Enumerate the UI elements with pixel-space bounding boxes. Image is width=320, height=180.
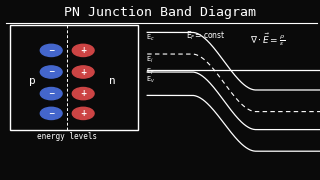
Text: −: − bbox=[48, 89, 54, 98]
Circle shape bbox=[40, 107, 62, 120]
Text: E$_c$: E$_c$ bbox=[146, 33, 155, 43]
Text: p: p bbox=[28, 76, 36, 86]
Bar bbox=[10, 25, 138, 130]
Text: +: + bbox=[80, 68, 86, 76]
Circle shape bbox=[72, 87, 94, 100]
Text: −: − bbox=[48, 46, 54, 55]
Text: +: + bbox=[80, 109, 86, 118]
Text: n: n bbox=[108, 76, 116, 86]
Text: −: − bbox=[48, 109, 54, 118]
Text: E$_F$: E$_F$ bbox=[146, 67, 155, 77]
Text: energy levels: energy levels bbox=[37, 132, 97, 141]
Text: E$_v$: E$_v$ bbox=[146, 75, 155, 85]
Circle shape bbox=[40, 66, 62, 78]
Circle shape bbox=[72, 44, 94, 57]
Text: E$_i$: E$_i$ bbox=[146, 55, 153, 65]
Text: +: + bbox=[80, 89, 86, 98]
Text: −: − bbox=[48, 68, 54, 76]
Circle shape bbox=[40, 44, 62, 57]
Text: PN Junction Band Diagram: PN Junction Band Diagram bbox=[64, 6, 256, 19]
Circle shape bbox=[72, 107, 94, 120]
Circle shape bbox=[72, 66, 94, 78]
Text: E$_F$= const: E$_F$= const bbox=[186, 30, 225, 42]
Text: $\nabla\cdot\vec{E}=\frac{\rho}{\varepsilon}$: $\nabla\cdot\vec{E}=\frac{\rho}{\varepsi… bbox=[250, 31, 285, 48]
Text: +: + bbox=[80, 46, 86, 55]
Circle shape bbox=[40, 87, 62, 100]
